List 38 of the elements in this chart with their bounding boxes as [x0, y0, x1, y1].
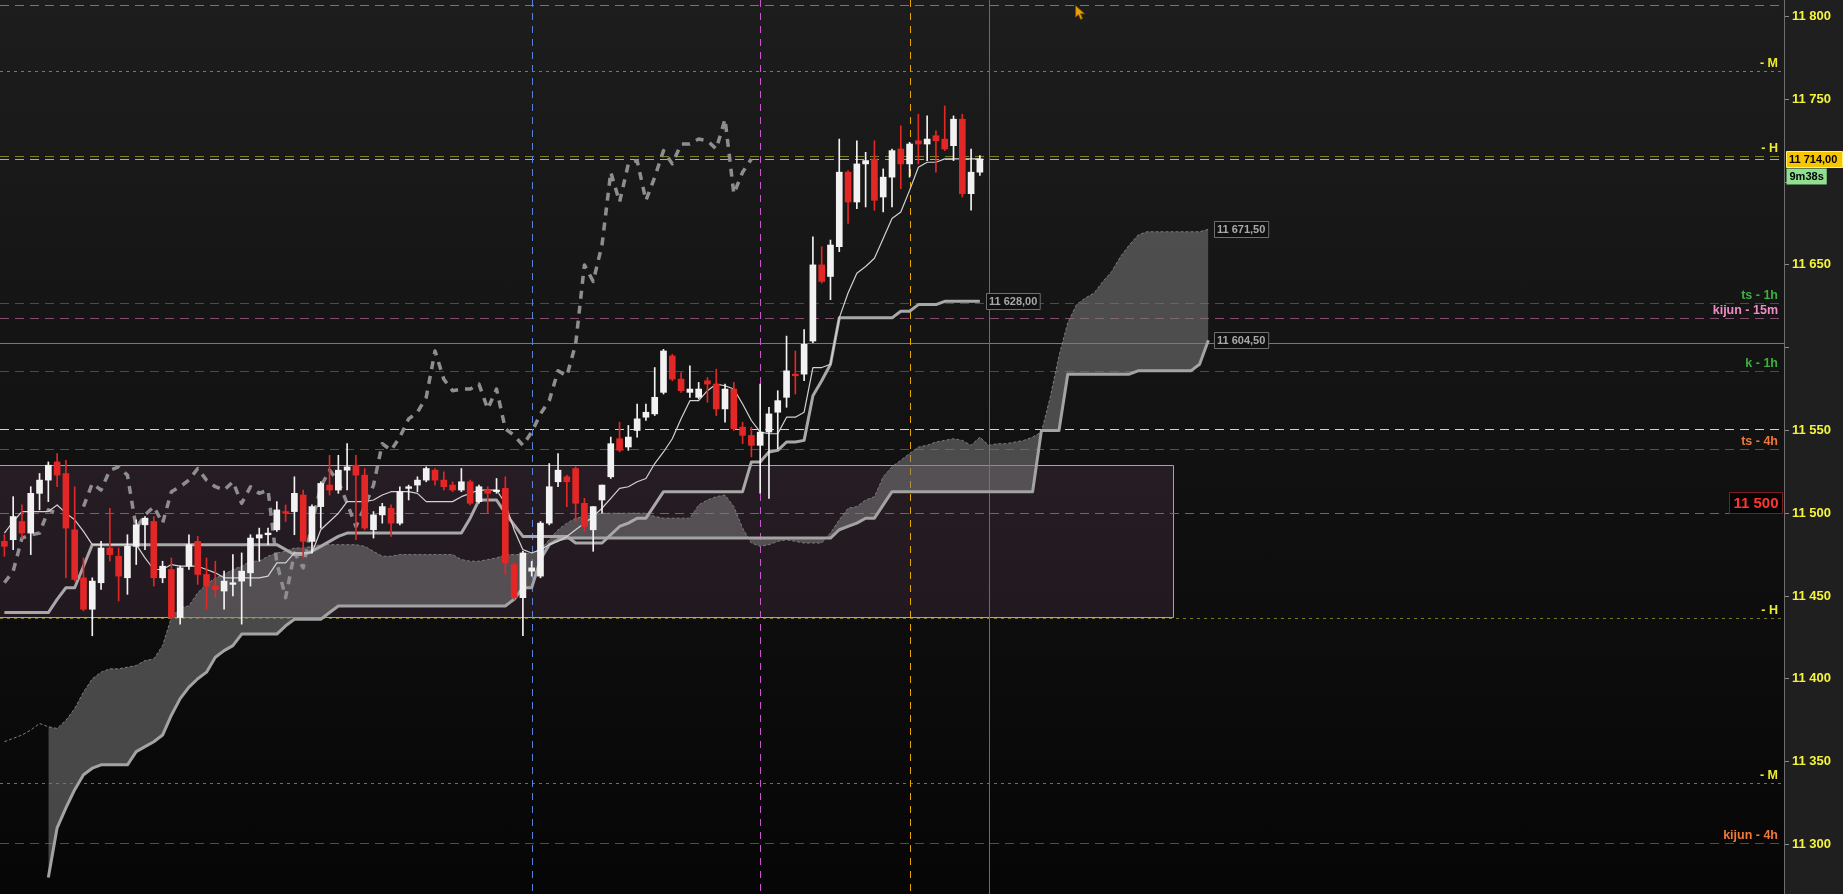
ref-line-label: kijun - 4h — [1723, 827, 1778, 842]
candlestick — [897, 125, 905, 190]
ref-line-label: - M — [1759, 56, 1778, 71]
ref-line-label: kijun - 15m — [1712, 302, 1778, 317]
candlestick — [563, 474, 571, 507]
y-tick-label: 11 450 — [1792, 587, 1832, 603]
y-tick-label: 11 350 — [1792, 753, 1832, 769]
ref-line-label: ts - 1h — [1741, 287, 1778, 302]
y-tick-label: 11 400 — [1792, 670, 1832, 686]
y-tick-label: 11 750 — [1792, 90, 1832, 106]
y-tick-label: 11 300 — [1792, 835, 1832, 851]
candlestick — [255, 527, 263, 562]
candlestick — [774, 390, 782, 449]
candlestick — [229, 554, 237, 597]
ref-line-label: - H — [1761, 602, 1778, 617]
ref-line-label: 11 714,00 — [1789, 153, 1838, 166]
data-label: 11 671,50 — [1217, 223, 1266, 236]
candlestick — [238, 552, 246, 625]
y-tick-label: 11 800 — [1792, 8, 1832, 24]
text: 9m38s — [1789, 170, 1824, 183]
candlestick — [211, 560, 219, 598]
candlestick — [941, 105, 949, 151]
data-label: 11 628,00 — [989, 295, 1038, 308]
y-tick-label: 11 550 — [1792, 422, 1832, 438]
candlestick — [756, 383, 764, 494]
ref-line-label: ts - 4h — [1741, 433, 1778, 448]
candlestick — [932, 130, 940, 173]
ref-line-label: 11 500 — [1733, 494, 1779, 512]
candlestick — [343, 443, 351, 491]
y-tick-label: 11 500 — [1792, 504, 1832, 520]
ref-line-label: - M — [1759, 768, 1778, 783]
candlestick — [484, 486, 492, 514]
data-label: 11 604,50 — [1217, 334, 1266, 347]
ref-line-label: k - 1h — [1745, 355, 1778, 370]
line-series — [3, 228, 1209, 743]
candlestick — [686, 365, 694, 398]
ref-line-label: - H — [1761, 140, 1778, 155]
y-tick-label: 11 650 — [1792, 256, 1832, 272]
